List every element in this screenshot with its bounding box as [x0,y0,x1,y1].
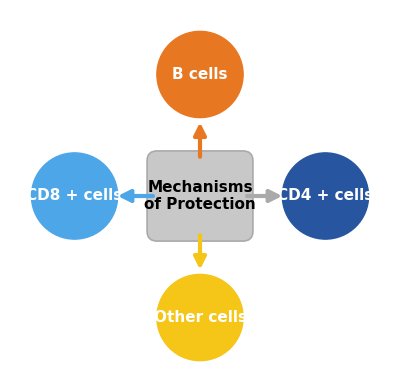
Text: CD8 + cells: CD8 + cells [26,189,123,203]
Text: Mechanisms
of Protection: Mechanisms of Protection [144,180,256,212]
Circle shape [32,153,118,239]
Circle shape [157,274,243,361]
Circle shape [282,153,368,239]
Text: CD4 + cells: CD4 + cells [277,189,374,203]
Circle shape [157,31,243,118]
FancyBboxPatch shape [147,151,253,241]
Text: Other cells: Other cells [154,310,246,325]
Text: B cells: B cells [172,67,228,82]
